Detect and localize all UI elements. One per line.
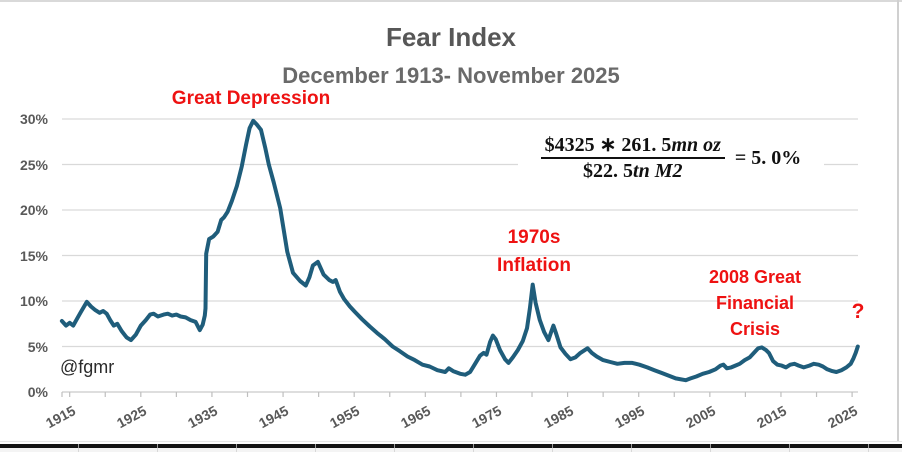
y-axis-label: 20% [19, 202, 48, 218]
formula-result: = 5. 0% [734, 146, 802, 169]
annotation-1970s-inflation: 1970s Inflation [497, 227, 571, 276]
fear-index-series [59, 118, 860, 383]
y-axis-label: 10% [19, 293, 48, 309]
formula-denominator: $22. 5tn M2 [583, 160, 683, 182]
y-axis-label: 5% [27, 338, 48, 355]
bottom-border-bar [0, 444, 902, 448]
annotation-great-depression: Great Depression [171, 88, 331, 109]
y-axis-label: 25% [19, 156, 48, 173]
gold-backing-formula: $4325 ∗ 261. 5mn oz $22. 5tn M2 = 5. 0% [518, 126, 824, 190]
bottom-strip [0, 448, 902, 452]
bottom-hairline [0, 441, 902, 442]
formula-fraction: $4325 ∗ 261. 5mn oz $22. 5tn M2 [540, 133, 725, 183]
y-axis-label: 15% [19, 247, 48, 264]
y-axis-label: 0% [27, 384, 48, 400]
annotation-question-mark: ? [851, 300, 865, 323]
watermark-fgmr: @fgmr [60, 357, 115, 377]
y-axis-label: 30% [19, 111, 48, 127]
annotation-2008-great-financial-crisis: 2008 Great Financial Crisis [708, 267, 802, 339]
chart-title: Fear Index [385, 22, 517, 52]
chart-subtitle: December 1913- November 2025 [282, 63, 620, 88]
formula-numerator: $4325 ∗ 261. 5mn oz [540, 133, 725, 159]
